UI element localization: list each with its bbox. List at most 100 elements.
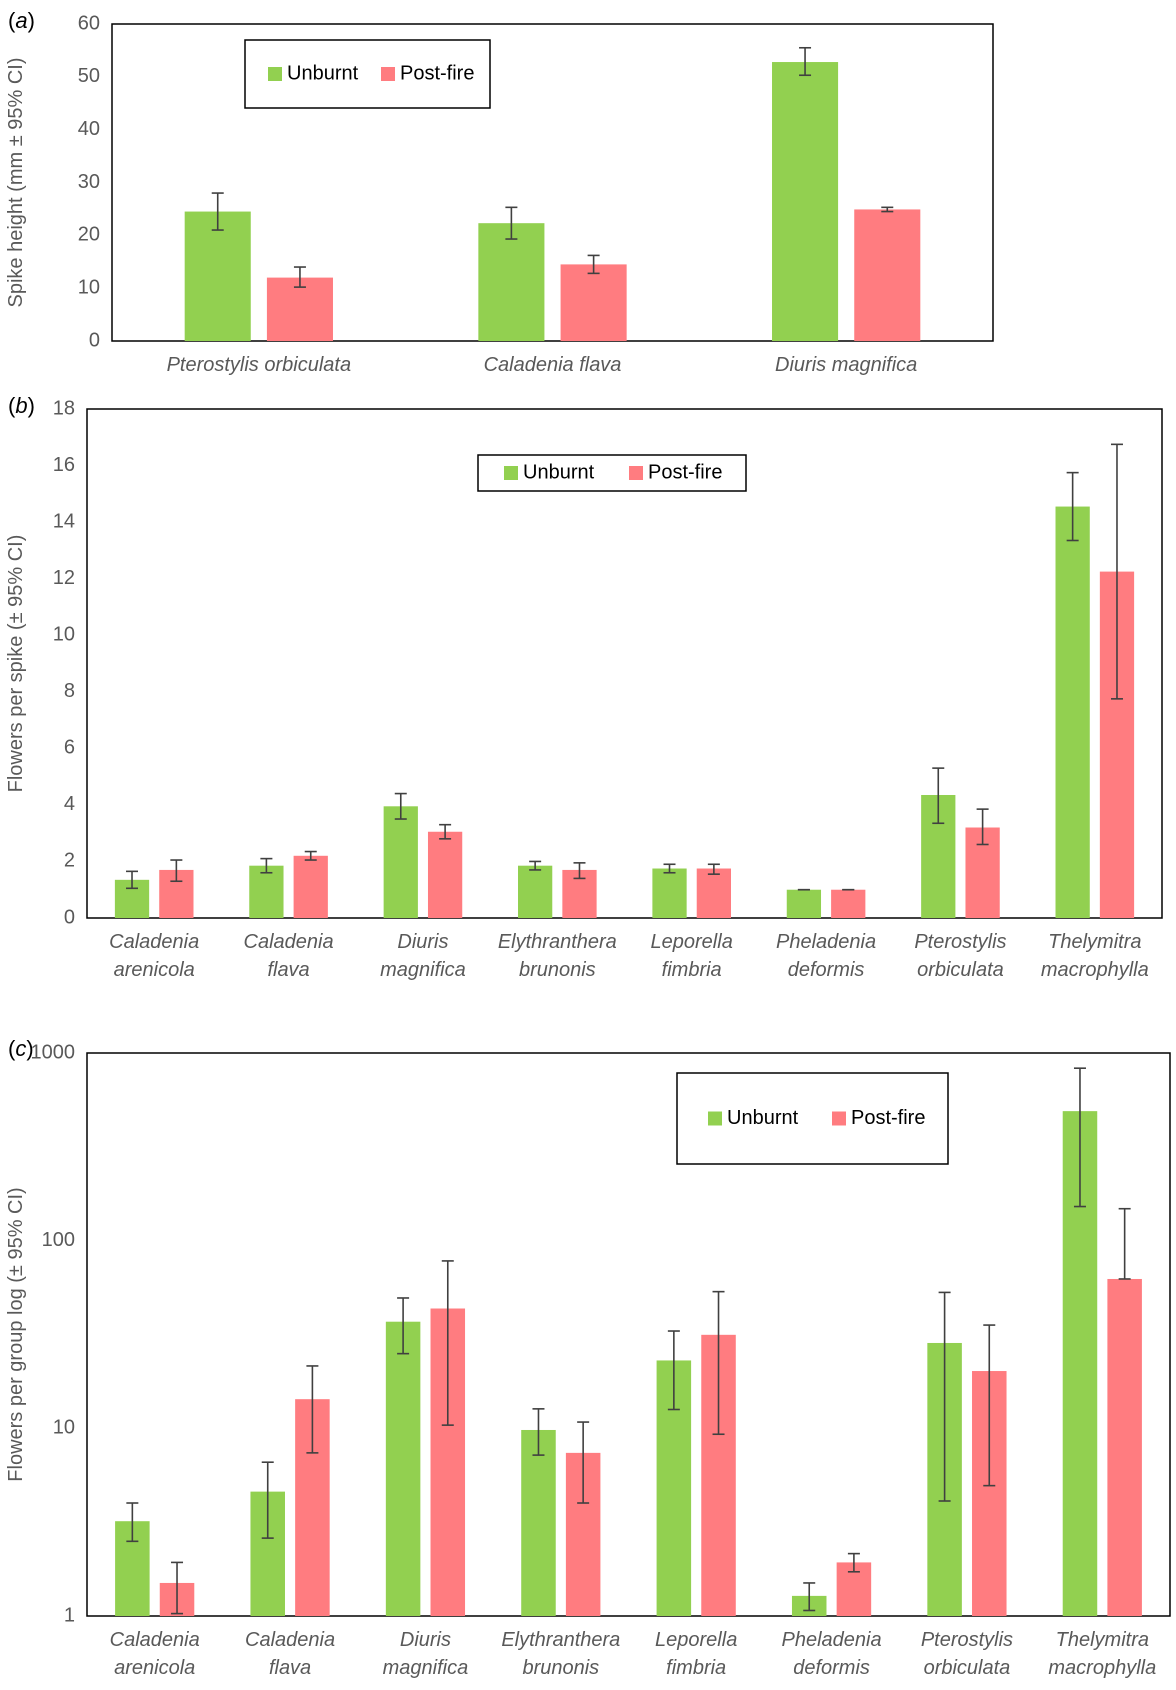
legend-swatch-postfire — [832, 1111, 846, 1126]
legend-swatch-unburnt — [504, 466, 518, 480]
legend: Unburnt Post-fire — [244, 39, 491, 109]
panel-label: (c) — [8, 1036, 34, 1061]
category-label: macrophylla — [1048, 1657, 1156, 1679]
y-tick-label: 10 — [78, 276, 100, 298]
bar-postfire — [696, 868, 731, 918]
legend: Unburnt Post-fire — [676, 1072, 949, 1165]
bar-unburnt — [1055, 506, 1090, 918]
y-tick-label: 0 — [64, 906, 75, 928]
bar-unburnt — [521, 1429, 556, 1616]
y-tick-label: 1000 — [31, 1041, 76, 1063]
category-label: orbiculata — [917, 959, 1004, 981]
y-tick-label: 100 — [42, 1229, 75, 1251]
category-label: Caladenia — [245, 1629, 335, 1651]
legend: Unburnt Post-fire — [477, 454, 747, 492]
y-tick-label: 30 — [78, 171, 100, 193]
category-label: macrophylla — [1041, 959, 1149, 981]
bar-postfire — [831, 889, 866, 918]
category-label: Leporella — [655, 1629, 737, 1651]
category-label: magnifica — [383, 1657, 469, 1679]
y-tick-label: 6 — [64, 737, 75, 759]
panel-label: (a) — [8, 8, 35, 33]
panel-label: (b) — [8, 393, 35, 418]
category-label: fimbria — [666, 1657, 726, 1679]
category-label: deformis — [793, 1657, 870, 1679]
legend-label: Unburnt — [523, 461, 595, 483]
legend-swatch-postfire — [381, 67, 395, 81]
bar-unburnt — [184, 211, 251, 341]
category-label: Pterostylis — [921, 1629, 1013, 1651]
bar-unburnt — [772, 62, 839, 341]
category-label: Pheladenia — [782, 1629, 882, 1651]
y-tick-label: 8 — [64, 680, 75, 702]
y-tick-label: 10 — [53, 1417, 75, 1439]
category-label: brunonis — [522, 1657, 599, 1679]
legend-swatch-postfire — [629, 466, 643, 480]
category-label: Pheladenia — [776, 931, 876, 953]
category-label: Pterostylis orbiculata — [167, 354, 352, 376]
bar-postfire — [293, 855, 328, 918]
category-label: brunonis — [519, 959, 596, 981]
y-tick-label: 2 — [64, 850, 75, 872]
category-label: Caladenia — [244, 931, 334, 953]
category-label: Elythranthera — [501, 1629, 620, 1651]
chart-panel-c: (c) 1 10 100 1000 Flowers per group log (± 95… — [5, 1036, 1171, 1679]
bar-postfire — [427, 831, 463, 918]
legend-label: Unburnt — [287, 62, 359, 84]
category-label: Thelymitra — [1056, 1629, 1149, 1651]
category-label: Pterostylis — [914, 931, 1006, 953]
legend-swatch-unburnt — [708, 1111, 722, 1126]
bar-unburnt — [518, 865, 553, 918]
category-label: Diuris magnifica — [775, 354, 917, 376]
chart-panel-b: (b) 0 2 4 6 8 10 12 14 16 18 Flowers per spike (± 9… — [5, 393, 1163, 981]
y-tick-label: 10 — [53, 624, 75, 646]
category-label: Diuris — [397, 931, 448, 953]
y-tick-label: 18 — [53, 397, 75, 419]
bar-unburnt — [652, 868, 687, 918]
category-label: arenicola — [114, 959, 195, 981]
bar-postfire — [1107, 1278, 1142, 1616]
category-label: Leporella — [651, 931, 733, 953]
bar-postfire — [560, 264, 627, 341]
y-tick-label: 14 — [53, 510, 75, 532]
bar-unburnt — [385, 1321, 421, 1616]
category-label: Caladenia — [109, 931, 199, 953]
category-label: Elythranthera — [498, 931, 617, 953]
y-tick-label: 16 — [53, 454, 75, 476]
y-tick-label: 60 — [78, 12, 100, 34]
y-tick-label: 0 — [89, 329, 100, 351]
y-tick-label: 40 — [78, 118, 100, 140]
category-label: flava — [267, 959, 309, 981]
y-tick-label: 20 — [78, 224, 100, 246]
legend-label: Post-fire — [851, 1107, 925, 1129]
category-label: orbiculata — [924, 1657, 1011, 1679]
y-axis-label: Flowers per spike (± 95% CI) — [5, 535, 27, 793]
legend-label: Unburnt — [727, 1107, 799, 1129]
legend-swatch-unburnt — [268, 67, 282, 81]
category-label: fimbria — [662, 959, 722, 981]
plot-frame — [86, 1052, 1171, 1617]
bar-unburnt — [786, 889, 822, 918]
bar-unburnt — [478, 223, 545, 341]
category-label: Caladenia — [110, 1629, 200, 1651]
y-axis-label: Spike height (mm ± 95% CI) — [5, 58, 27, 308]
category-label: flava — [269, 1657, 311, 1679]
legend-label: Post-fire — [400, 62, 474, 84]
category-label: arenicola — [114, 1657, 195, 1679]
bar-postfire — [854, 209, 921, 341]
chart-panel-a: (a) 0 10 20 30 40 50 60 Spike height (mm ± 95% C… — [5, 8, 994, 376]
legend-box — [244, 39, 491, 109]
bar-unburnt — [383, 806, 418, 918]
category-label: Diuris — [400, 1629, 451, 1651]
plot-frame — [86, 408, 1163, 919]
category-label: magnifica — [380, 959, 466, 981]
y-tick-label: 50 — [78, 65, 100, 87]
plot-frame — [111, 23, 994, 342]
y-tick-label: 12 — [53, 567, 75, 589]
category-label: Thelymitra — [1048, 931, 1141, 953]
legend-box — [676, 1072, 949, 1165]
category-label: Caladenia flava — [484, 354, 622, 376]
y-tick-label: 4 — [64, 793, 75, 815]
bar-unburnt — [249, 865, 284, 918]
